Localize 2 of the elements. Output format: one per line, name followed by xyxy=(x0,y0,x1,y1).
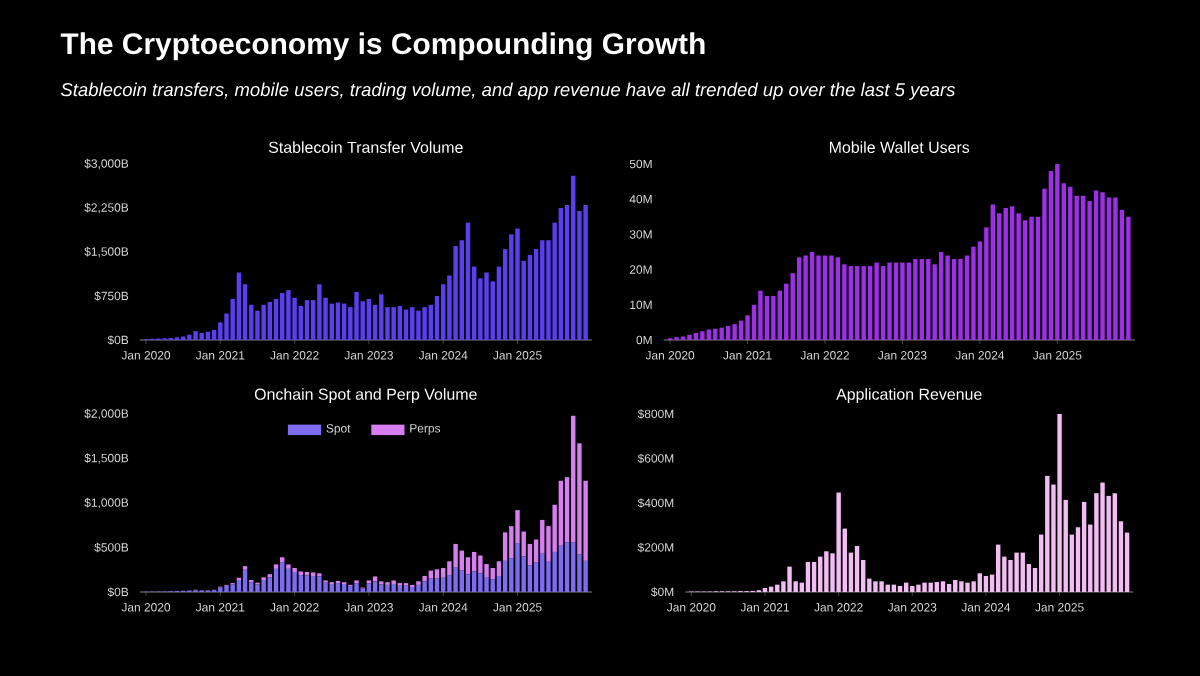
text: Stablecoin transfers, mobile users, trading volume, and app revenue have all trended up over the last 5 years xyxy=(60,82,956,100)
text: The Cryptoeconomy is Compounding Growth xyxy=(60,32,705,61)
